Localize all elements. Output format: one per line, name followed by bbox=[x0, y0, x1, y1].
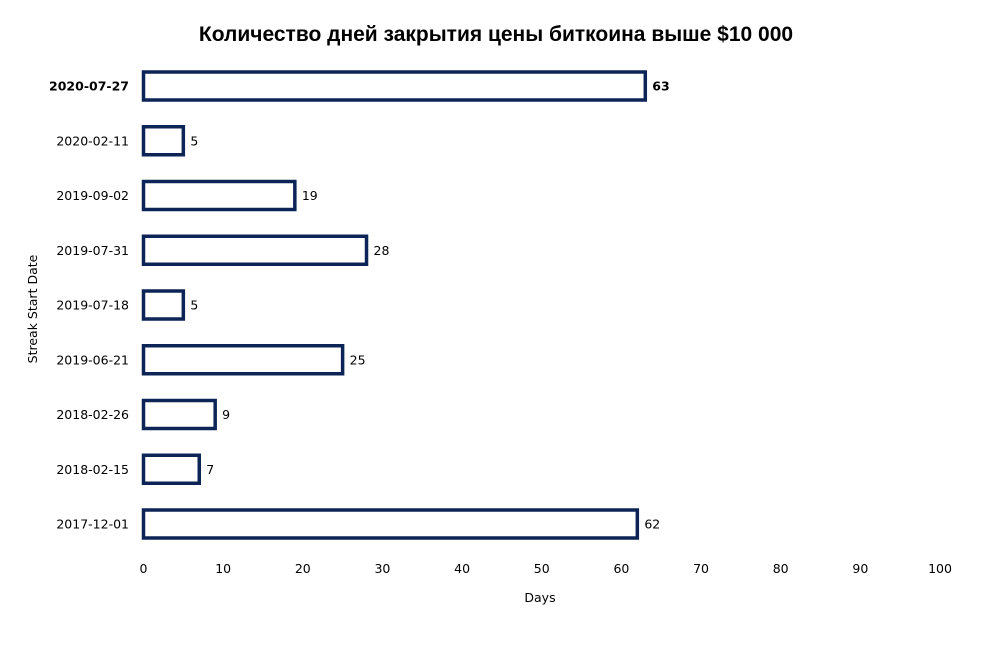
category-label: 2020-02-11 bbox=[56, 133, 129, 148]
x-axis-ticks: 0 10 20 30 40 50 60 70 80 90 100 bbox=[140, 561, 952, 576]
value-label: 25 bbox=[350, 352, 366, 367]
x-tick-label: 90 bbox=[852, 561, 868, 576]
bar-2019-07-18 bbox=[141, 289, 186, 321]
bar-2018-02-26 bbox=[141, 398, 217, 431]
category-label: 2018-02-26 bbox=[56, 407, 129, 422]
x-tick-label: 10 bbox=[215, 561, 231, 576]
x-tick-label: 30 bbox=[374, 561, 390, 576]
x-tick-label: 40 bbox=[454, 561, 470, 576]
value-label: 62 bbox=[644, 517, 660, 532]
bar-2017-12-01 bbox=[141, 508, 640, 540]
bar-2019-09-02 bbox=[141, 179, 297, 212]
value-label: 19 bbox=[302, 188, 318, 203]
x-axis-label: Days bbox=[524, 590, 555, 605]
bar-2020-02-11 bbox=[141, 125, 186, 157]
category-label: 2019-07-31 bbox=[56, 243, 129, 258]
x-tick-label: 50 bbox=[534, 561, 550, 576]
category-label: 2019-06-21 bbox=[56, 352, 129, 367]
bar-2018-02-15 bbox=[141, 453, 202, 485]
bar-2019-06-21 bbox=[141, 344, 345, 376]
x-tick-label: 100 bbox=[928, 561, 952, 576]
category-label: 2020-07-27 bbox=[49, 79, 129, 94]
value-labels: 63 5 19 28 5 25 9 7 62 bbox=[190, 79, 669, 532]
value-label: 5 bbox=[190, 298, 198, 313]
bar-2019-07-31 bbox=[141, 234, 369, 266]
x-tick-label: 0 bbox=[140, 561, 148, 576]
x-tick-label: 70 bbox=[693, 561, 709, 576]
x-tick-label: 20 bbox=[295, 561, 311, 576]
category-label: 2019-07-18 bbox=[56, 298, 129, 313]
x-tick-label: 80 bbox=[773, 561, 789, 576]
value-label: 9 bbox=[222, 407, 230, 422]
bars-group bbox=[141, 70, 648, 540]
x-tick-label: 60 bbox=[613, 561, 629, 576]
category-labels: 2020-07-27 2020-02-11 2019-09-02 2019-07-31… bbox=[49, 79, 129, 532]
value-label: 28 bbox=[374, 243, 390, 258]
value-label: 5 bbox=[190, 133, 198, 148]
chart-title: Количество дней закрытия цены биткоина в… bbox=[199, 23, 793, 46]
category-label: 2018-02-15 bbox=[56, 462, 129, 477]
y-axis-label: Streak Start Date bbox=[25, 254, 40, 363]
bar-2020-07-27 bbox=[141, 70, 648, 102]
value-label: 63 bbox=[652, 79, 669, 94]
category-label: 2019-09-02 bbox=[56, 188, 129, 203]
category-label: 2017-12-01 bbox=[56, 517, 129, 532]
value-label: 7 bbox=[206, 462, 214, 477]
